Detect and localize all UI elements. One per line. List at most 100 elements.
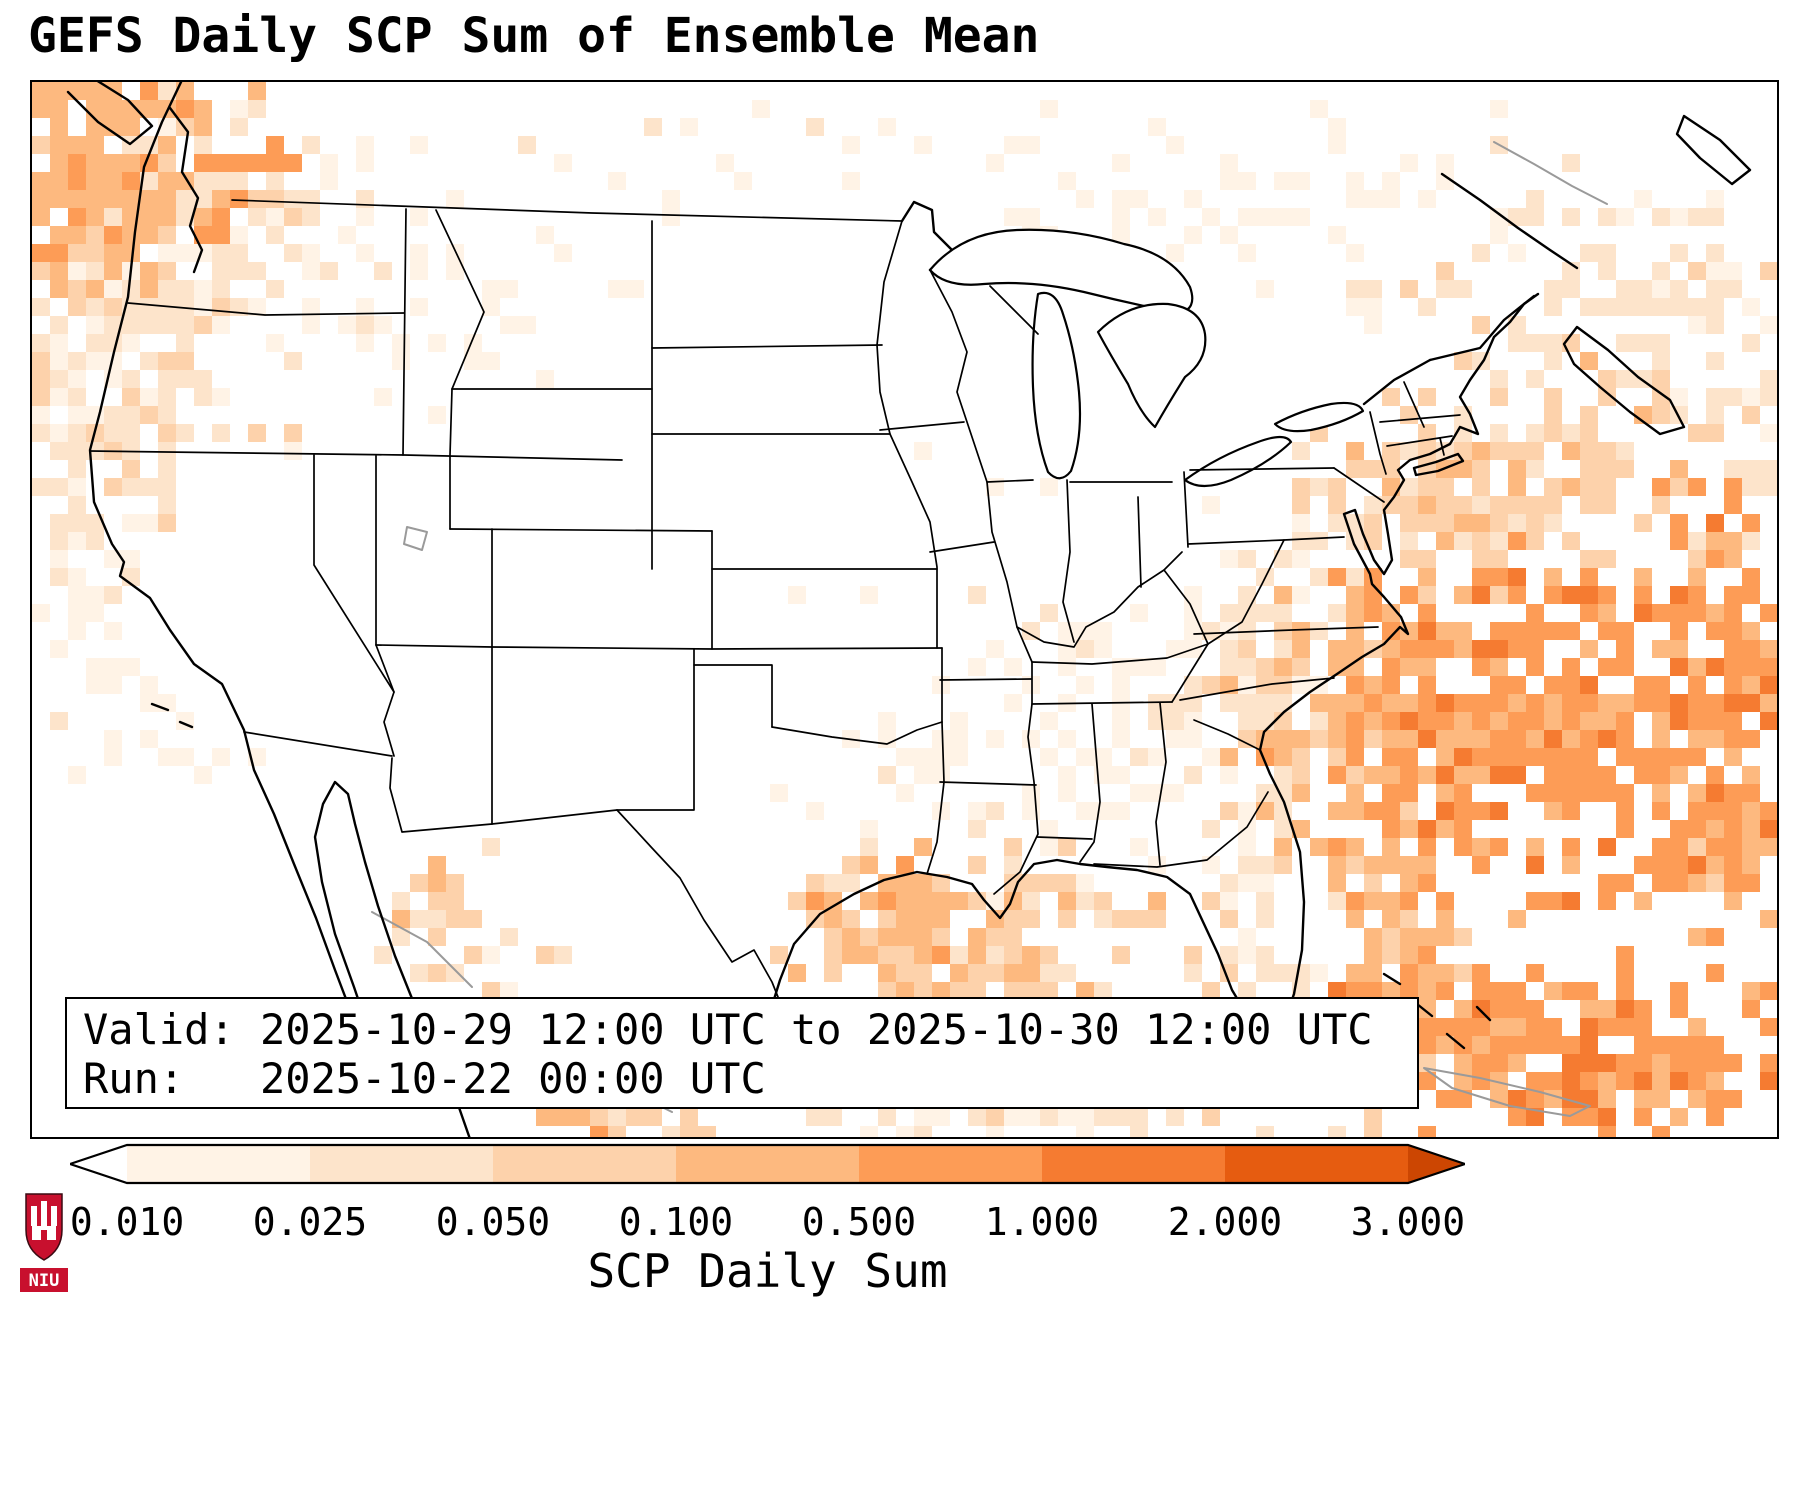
heat-cell: [860, 586, 878, 604]
heat-cell: [1364, 280, 1382, 298]
heat-cell: [1058, 784, 1076, 802]
heat-cell: [1652, 1126, 1670, 1137]
heat-cell: [1742, 838, 1760, 856]
heat-cell: [1490, 424, 1508, 442]
heat-cell: [68, 190, 86, 208]
heat-cell: [50, 118, 68, 136]
heat-cell: [1544, 676, 1562, 694]
heat-cell: [1616, 964, 1634, 982]
heat-cell: [1598, 586, 1616, 604]
heat-cell: [1508, 334, 1526, 352]
heat-cell: [1382, 802, 1400, 820]
heat-cell: [1184, 964, 1202, 982]
heat-cell: [1688, 532, 1706, 550]
heat-cell: [896, 982, 914, 1000]
heat-cell: [1040, 100, 1058, 118]
heat-cell: [1166, 730, 1184, 748]
heat-cell: [896, 784, 914, 802]
heat-cell: [1616, 1018, 1634, 1036]
heat-cell: [68, 262, 86, 280]
heat-cell: [1724, 838, 1742, 856]
heat-cell: [1724, 550, 1742, 568]
heat-cell: [1184, 766, 1202, 784]
heat-cell: [1400, 964, 1418, 982]
heat-cell: [86, 604, 104, 622]
heat-cell: [896, 892, 914, 910]
heat-cell: [644, 118, 662, 136]
heat-cell: [104, 334, 122, 352]
heat-cell: [1472, 496, 1490, 514]
heat-cell: [1274, 838, 1292, 856]
border-wv-va: [1207, 539, 1285, 645]
heat-cell: [878, 1108, 896, 1126]
heat-cell: [140, 190, 158, 208]
heat-cell: [1670, 622, 1688, 640]
heat-cell: [1022, 208, 1040, 226]
heat-cell: [1652, 1036, 1670, 1054]
heat-cell: [1130, 604, 1148, 622]
heat-cell: [1454, 1036, 1472, 1054]
heat-cell: [1508, 568, 1526, 586]
heat-cell: [356, 334, 374, 352]
heat-cell: [230, 226, 248, 244]
heat-cell: [1652, 838, 1670, 856]
heat-cell: [1400, 820, 1418, 838]
heat-cell: [410, 262, 428, 280]
heat-cell: [842, 172, 860, 190]
heat-cell: [1436, 694, 1454, 712]
heat-cell: [1454, 640, 1472, 658]
heat-cell: [1760, 478, 1777, 496]
heat-cell: [1706, 514, 1724, 532]
heat-cell: [140, 82, 158, 100]
heat-cell: [914, 964, 932, 982]
heat-cell: [1670, 244, 1688, 262]
heat-cell: [914, 946, 932, 964]
heat-cell: [1436, 748, 1454, 766]
heat-cell: [1616, 622, 1634, 640]
heat-cell: [284, 190, 302, 208]
heat-cell: [1040, 874, 1058, 892]
heat-cell: [356, 316, 374, 334]
heat-cell: [788, 964, 806, 982]
heat-cell: [1598, 298, 1616, 316]
heat-cell: [1544, 1018, 1562, 1036]
heat-cell: [1490, 1072, 1508, 1090]
heat-cell: [1292, 442, 1310, 460]
heat-cell: [1454, 586, 1472, 604]
heat-cell: [1022, 676, 1040, 694]
heat-cell: [122, 190, 140, 208]
heat-cell: [1004, 1108, 1022, 1126]
heat-cell: [1544, 694, 1562, 712]
heat-cell: [32, 172, 50, 190]
heat-cell: [122, 388, 140, 406]
heat-cell: [932, 946, 950, 964]
heat-cell: [68, 622, 86, 640]
heat-cell: [626, 280, 644, 298]
heat-cell: [1580, 1018, 1598, 1036]
heat-cell: [896, 856, 914, 874]
heat-cell: [50, 712, 68, 730]
heat-cell: [1544, 586, 1562, 604]
heat-cell: [914, 766, 932, 784]
heat-cell: [1724, 586, 1742, 604]
heat-cell: [1742, 532, 1760, 550]
heat-cell: [770, 784, 788, 802]
heat-cell: [284, 154, 302, 172]
heat-cell: [1544, 982, 1562, 1000]
heat-cell: [356, 154, 374, 172]
heat-cell: [158, 154, 176, 172]
heat-cell: [1346, 964, 1364, 982]
heat-cell: [1292, 478, 1310, 496]
heat-cell: [1220, 874, 1238, 892]
heat-cell: [1238, 712, 1256, 730]
heat-cell: [1724, 460, 1742, 478]
heat-cell: [1346, 802, 1364, 820]
heat-cell: [1562, 694, 1580, 712]
heat-cell: [1706, 658, 1724, 676]
heat-cell: [1346, 442, 1364, 460]
heat-cell: [1508, 478, 1526, 496]
heat-cell: [104, 658, 122, 676]
heat-cell: [230, 154, 248, 172]
border-nv-az: [375, 644, 395, 757]
